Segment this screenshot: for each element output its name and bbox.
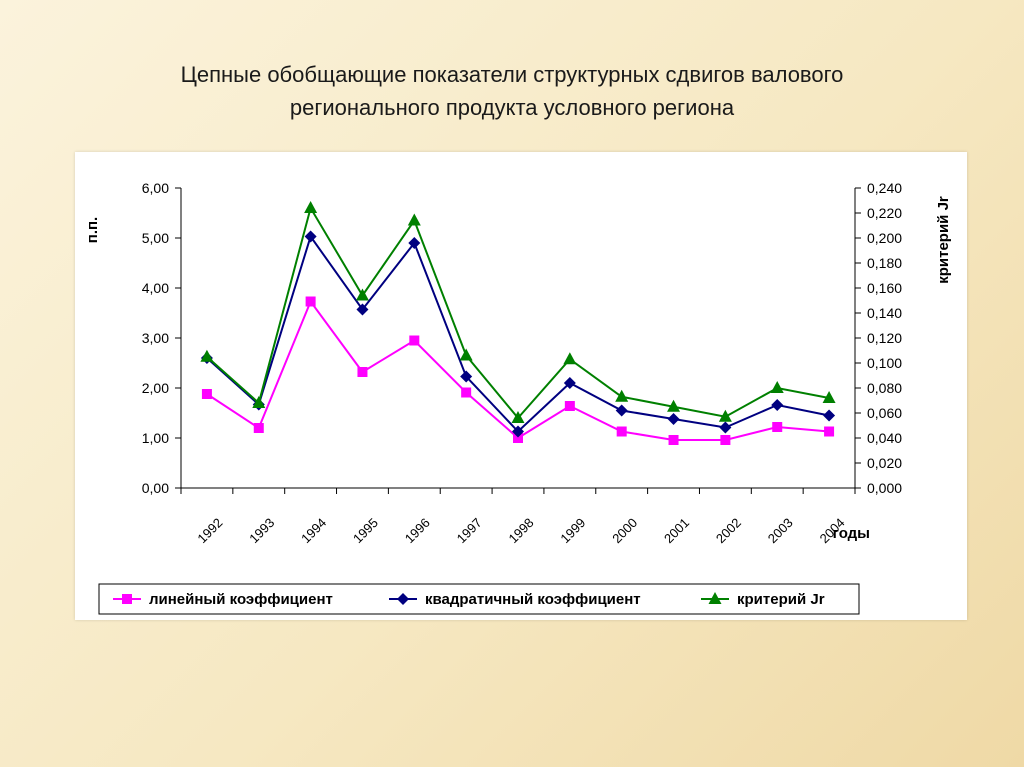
data-point-1 (253, 423, 264, 433)
data-point-3 (407, 213, 421, 226)
chart-panel: 0,00 1,00 2,00 3,00 4,00 5,00 6,00 0,000 0,020 0,… (75, 152, 967, 620)
y2-axis-title: критерий Jr (935, 196, 952, 284)
x-tick-label: 1997 (454, 515, 485, 546)
y-tick-label: 1,00 (142, 430, 169, 446)
x-tick-label: 1999 (557, 515, 588, 546)
data-point-1 (720, 435, 731, 445)
legend-marker-3 (708, 592, 722, 604)
slide-title-line-1: Цепные обобщающие показатели структурных… (180, 62, 844, 87)
data-point-1 (668, 435, 679, 445)
series-line-2 (206, 234, 830, 433)
x-tick-label: 1995 (350, 515, 381, 546)
data-point-1 (564, 401, 575, 411)
slide-title: Цепные обобщающие показатели структурных… (60, 58, 964, 124)
data-point-2 (667, 413, 680, 425)
data-point-1 (409, 335, 420, 346)
y2-tick-label: 0,100 (867, 355, 902, 371)
y2-tick-label: 0,220 (867, 205, 902, 221)
data-point-2 (615, 404, 628, 417)
y-tick-label: 0,00 (142, 480, 169, 496)
data-point-3 (355, 288, 369, 301)
data-point-2 (512, 425, 524, 438)
x-tick-label: 1994 (298, 515, 329, 546)
x-tick-label: 2000 (609, 515, 640, 546)
data-point-1 (357, 367, 368, 377)
data-point-1 (201, 389, 212, 399)
x-tick-label: 1998 (506, 515, 537, 546)
y2-tick-label: 0,040 (867, 430, 902, 446)
y2-tick-label: 0,200 (867, 230, 902, 246)
x-tick-label: 2001 (661, 515, 692, 546)
legend-box (98, 583, 860, 615)
y2-tick-label: 0,160 (867, 280, 902, 296)
data-point-3 (615, 389, 629, 402)
y2-tick-label: 0,000 (867, 480, 902, 496)
data-point-3 (511, 411, 525, 423)
x-tick-label: 1992 (194, 515, 225, 546)
x-tick-label: 1993 (246, 515, 277, 546)
y-tick-label: 5,00 (142, 230, 169, 246)
y2-tick-label: 0,180 (867, 255, 902, 271)
y-tick-label: 4,00 (142, 280, 169, 296)
y-tick-label: 3,00 (142, 330, 169, 346)
slide-title-line-2: регионального продукта условного региона (289, 95, 735, 120)
data-point-2 (719, 421, 732, 434)
data-point-3 (770, 381, 784, 393)
data-point-2 (823, 409, 836, 422)
y2-tick-label: 0,020 (867, 455, 902, 471)
legend-label-1: линейный коэффициент (149, 591, 333, 608)
data-point-1 (616, 426, 627, 437)
data-point-3 (718, 409, 732, 422)
data-point-2 (460, 370, 473, 383)
y2-tick-label: 0,240 (867, 180, 902, 196)
y2-tick-label: 0,120 (867, 330, 902, 346)
data-point-3 (563, 352, 577, 365)
legend-marker-2 (397, 593, 409, 605)
data-point-1 (305, 296, 316, 307)
y-tick-label: 6,00 (142, 180, 169, 196)
data-point-1 (461, 387, 472, 398)
data-point-1 (772, 422, 783, 432)
x-axis-title: годы (833, 525, 870, 542)
data-point-3 (459, 348, 473, 361)
data-point-2 (304, 230, 317, 243)
data-point-3 (667, 399, 681, 412)
y2-tick-label: 0,140 (867, 305, 902, 321)
y2-tick-label: 0,080 (867, 380, 902, 396)
y-tick-label: 2,00 (142, 380, 169, 396)
data-point-3 (822, 391, 836, 403)
x-tick-label: 2003 (765, 515, 796, 546)
data-point-1 (513, 433, 523, 443)
legend-layer: линейный коэффициент квадратичный коэффиц… (98, 583, 860, 615)
series-line-3 (206, 205, 830, 420)
x-tick-label: 1996 (402, 515, 433, 546)
data-point-1 (824, 426, 835, 437)
y-axis-title: п.п. (84, 217, 101, 243)
data-point-2 (771, 399, 784, 411)
x-tick-label: 2002 (713, 515, 744, 546)
data-point-2 (563, 377, 576, 389)
series-layer (200, 201, 836, 445)
y2-tick-label: 0,060 (867, 405, 902, 421)
line-chart: 0,00 1,00 2,00 3,00 4,00 5,00 6,00 0,000 0,020 0,… (84, 180, 952, 615)
legend-label-3: критерий Jr (737, 591, 825, 608)
data-point-3 (200, 349, 214, 362)
data-point-3 (252, 396, 266, 408)
legend-marker-1 (122, 594, 132, 604)
data-point-3 (304, 201, 318, 213)
legend-label-2: квадратичный коэффициент (425, 591, 641, 608)
data-point-2 (356, 303, 369, 316)
data-point-2 (408, 237, 421, 249)
